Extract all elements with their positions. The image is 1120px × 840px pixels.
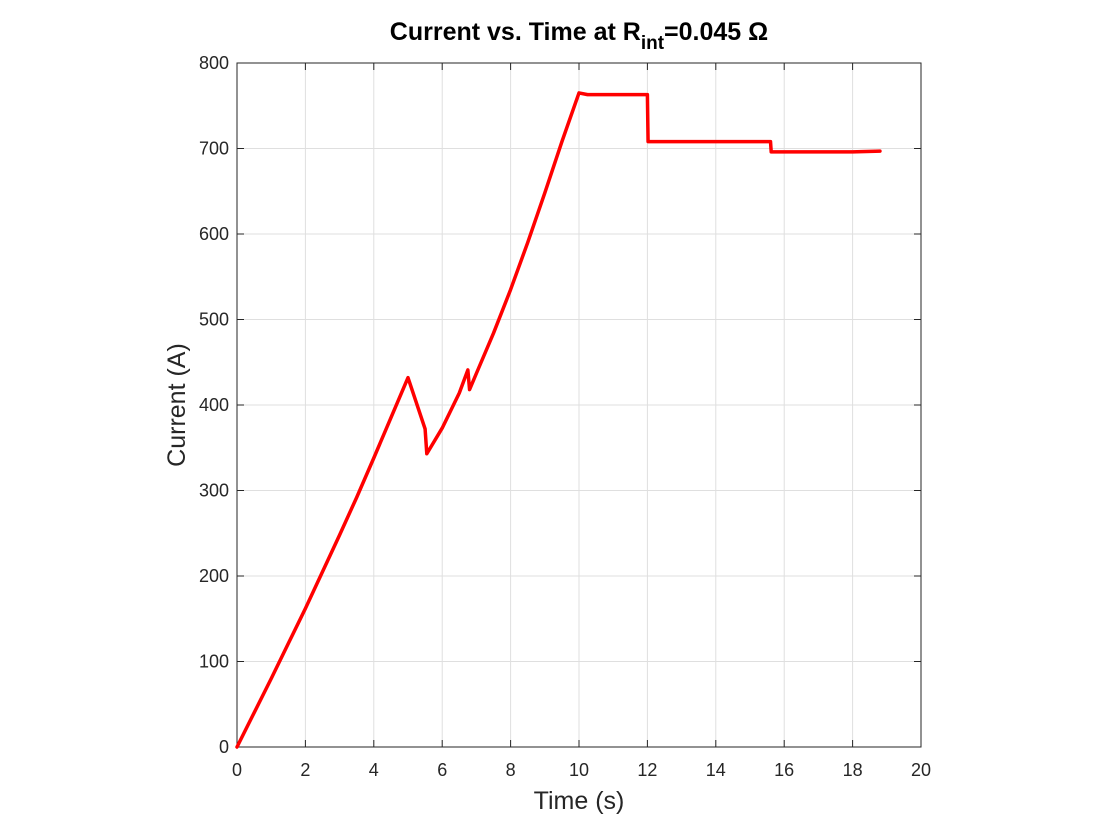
x-tick-label: 4: [369, 760, 379, 780]
y-tick-label: 700: [199, 139, 229, 159]
y-tick-label: 800: [199, 53, 229, 73]
y-tick-label: 200: [199, 566, 229, 586]
x-tick-label: 20: [911, 760, 931, 780]
chart-title-subscript: int: [641, 33, 665, 54]
chart-title-main: Current vs. Time at R: [390, 18, 641, 46]
y-tick-label: 0: [219, 737, 229, 757]
x-tick-label: 8: [506, 760, 516, 780]
x-axis-label: Time (s): [534, 787, 625, 815]
x-tick-label: 12: [637, 760, 657, 780]
y-tick-label: 400: [199, 395, 229, 415]
x-tick-label: 14: [706, 760, 726, 780]
x-tick-label: 10: [569, 760, 589, 780]
tick-layer: 0 2 4 6 8 10 12 14 16 18 2001002003004005006007008…: [199, 53, 931, 780]
grid-layer: [236, 62, 922, 748]
chart-title: Current vs. Time at Rint=0.045 Ω: [390, 18, 768, 54]
x-tick-label: 2: [300, 760, 310, 780]
y-tick-label: 100: [199, 652, 229, 672]
x-tick-label: 16: [774, 760, 794, 780]
y-tick-label: 300: [199, 481, 229, 501]
x-tick-label: 18: [843, 760, 863, 780]
current-series-line: [235, 91, 882, 749]
chart-title-suffix: =0.045 Ω: [664, 18, 768, 46]
x-tick-label: 6: [437, 760, 447, 780]
x-tick-label: 0: [232, 760, 242, 780]
y-tick-label: 600: [199, 224, 229, 244]
y-axis-label: Current (A): [163, 343, 191, 467]
y-tick-label: 500: [199, 310, 229, 330]
series-layer: [235, 91, 882, 749]
